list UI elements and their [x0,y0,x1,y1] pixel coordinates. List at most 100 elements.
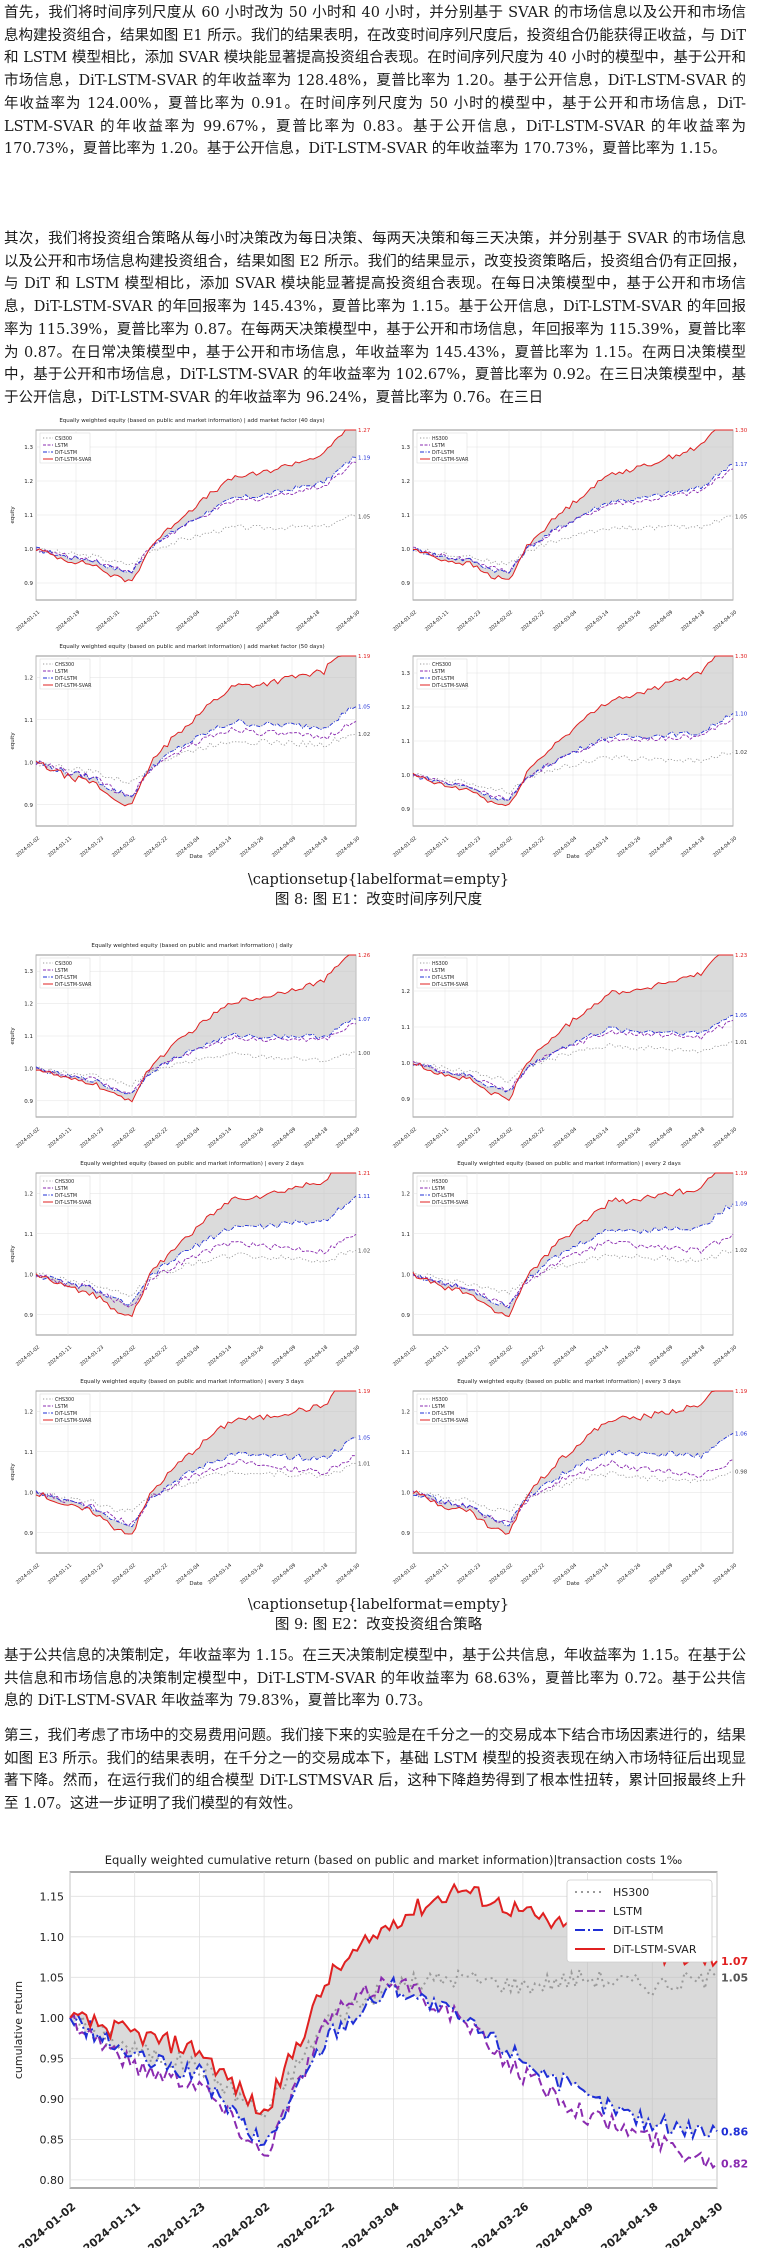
series-line-lstm [412,1233,734,1308]
y-tick-label: 1.0 [401,547,410,553]
figure-e2-grid: Equally weighted equity (based on public… [10,943,748,1587]
x-tick-label: 2024-04-30 [712,610,738,633]
series-line-dit-lstm [35,1437,357,1528]
x-tick-label: 2024-03-14 [584,1127,610,1150]
x-tick-label: 2024-04-09 [271,1563,297,1586]
x-tick-label: 2024-01-11 [424,836,450,859]
legend-label: LSTM [55,443,68,449]
series-line-dit-lstm [412,463,734,574]
y-axis-label: equity [10,732,16,750]
legend-label: HS300 [432,1397,448,1403]
end-value-label: 1.19 [735,1171,748,1177]
figure-e2: Equally weighted equity (based on public… [0,935,757,1590]
series-line-lstm [35,1022,357,1094]
small-chart-7: Equally weighted equity (based on public… [392,1161,748,1368]
y-tick-label: 0.85 [40,2133,65,2146]
x-tick-label: 2024-01-11 [47,1345,73,1368]
y-tick-label: 1.1 [24,1450,33,1456]
x-tick-label: 2024-03-14 [207,1127,233,1150]
series-line-dit-lstm [412,1432,734,1527]
end-value-label: 1.02 [358,1248,370,1254]
legend-label: LSTM [432,1404,445,1410]
y-tick-label: 1.2 [401,705,410,711]
series-line-hs300 [35,1050,357,1087]
series-line-dit-lstm [35,456,357,574]
legend-box [416,432,468,464]
legend-label: DiT-LSTM [55,1193,77,1199]
x-tick-label: 2024-03-04 [175,1345,201,1368]
x-tick-label: 2024-03-26 [469,2200,532,2248]
x-tick-label: 2024-03-26 [616,1127,642,1150]
y-axis-label: equity [10,1245,16,1263]
y-tick-label: 1.3 [24,445,33,451]
y-tick-label: 0.9 [24,1531,33,1537]
end-value-label: 1.10 [735,711,748,717]
legend-label: LSTM [613,1905,642,1918]
y-tick-label: 1.1 [401,513,410,519]
x-tick-label: 2024-04-30 [712,1563,738,1586]
gap-fill [413,955,733,1101]
x-tick-label: 2024-03-14 [584,610,610,633]
x-tick-label: 2024-02-22 [520,836,546,859]
x-tick-label: 2024-01-23 [79,836,105,859]
y-tick-label: 1.2 [24,675,33,681]
figure-e1: Equally weighted equity (based on public… [0,410,757,865]
legend-label: DiT-LSTM-SVAR [432,457,469,463]
x-tick-label: 2024-04-09 [648,1127,674,1150]
end-value-label: 1.01 [358,1462,370,1468]
x-tick-label: 2024-02-02 [111,1127,137,1150]
x-axis-label: Date [189,854,203,860]
series-line-hs300 [69,1966,718,2120]
legend-label: HS300 [613,1886,649,1899]
legend-box [39,1393,91,1425]
small-chart-6: Equally weighted equity (based on public… [10,1161,370,1368]
x-tick-label: 2024-02-22 [275,2200,337,2248]
x-tick-label: 2024-04-09 [648,1563,674,1586]
legend-label: DiT-LSTM [432,1411,454,1417]
x-tick-label: 2024-01-23 [456,1127,482,1150]
end-value-label: 1.06 [735,1431,748,1437]
x-tick-label: 2024-03-26 [616,1345,642,1368]
y-tick-label: 0.9 [24,1313,33,1319]
x-tick-label: 2024-02-02 [488,1345,514,1368]
series-line-dit-lstm-svar [412,1390,733,1535]
x-tick-label: 2024-02-02 [111,1563,137,1586]
x-tick-label: 2024-04-30 [712,836,738,859]
x-tick-label: 2024-04-08 [255,610,281,633]
paragraph-e3-transaction-costs: 第三，我们考虑了市场中的交易费用问题。我们接下来的实验是在千分之一的交易成本下结… [4,1728,746,1813]
series-line-hs300 [35,1462,357,1513]
x-tick-label: 2024-04-30 [663,2200,726,2248]
x-tick-label: 2024-01-23 [145,2200,207,2248]
legend-box [39,658,91,690]
y-tick-label: 1.3 [24,969,33,975]
series-line-dit-lstm-svar [35,1390,356,1535]
series-line-dit-lstm-svar [35,954,356,1103]
x-tick-label: 2024-02-02 [111,836,137,859]
end-value-label: 1.05 [721,1971,748,1984]
x-tick-label: 2024-01-02 [15,1345,41,1368]
x-tick-label: 2024-01-11 [424,1345,450,1368]
x-tick-label: 2024-04-09 [271,836,297,859]
chart-title: Equally weighted cumulative return (base… [105,1853,682,1867]
x-tick-label: 2024-01-02 [392,1345,418,1368]
series-line-lstm [35,1233,357,1308]
x-tick-label: 2024-03-26 [616,1563,642,1586]
small-chart-2: Equally weighted equity (based on public… [10,644,371,860]
y-tick-label: 1.0 [401,1490,410,1496]
end-value-label: 1.17 [735,462,748,468]
x-tick-label: 2024-01-23 [79,1563,105,1586]
x-tick-label: 2024-01-02 [392,1563,418,1586]
legend-label: DiT-LSTM [613,1924,664,1937]
series-line-hs300 [412,1249,734,1296]
x-tick-label: 2024-03-14 [584,1345,610,1368]
x-tick-label: 2024-03-04 [340,2200,403,2248]
end-value-label: 1.21 [358,1171,370,1177]
end-value-label: 1.02 [735,750,747,756]
y-tick-label: 1.2 [401,1191,410,1197]
end-value-label: 1.30 [735,428,748,434]
end-value-label: 1.23 [735,953,748,959]
x-tick-label: 2024-04-18 [680,610,706,633]
